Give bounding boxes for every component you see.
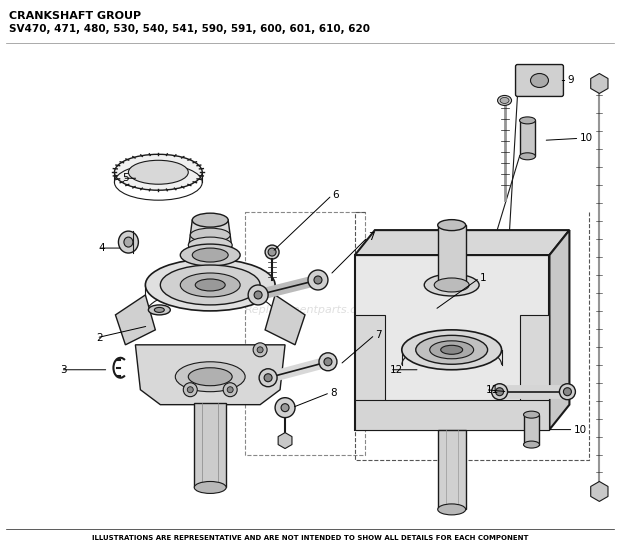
Text: 6: 6 — [332, 190, 339, 200]
Bar — [355, 315, 385, 415]
Ellipse shape — [441, 345, 463, 355]
Ellipse shape — [188, 368, 232, 386]
Bar — [520, 121, 536, 156]
Text: ILLUSTRATIONS ARE REPRESENTATIVE AND ARE NOT INTENDED TO SHOW ALL DETAILS FOR EA: ILLUSTRATIONS ARE REPRESENTATIVE AND ARE… — [92, 535, 528, 541]
Circle shape — [314, 276, 322, 284]
Circle shape — [308, 270, 328, 290]
Ellipse shape — [531, 73, 549, 88]
Ellipse shape — [424, 274, 479, 296]
Ellipse shape — [124, 237, 133, 247]
Circle shape — [248, 285, 268, 305]
Circle shape — [559, 384, 575, 399]
Bar — [438, 225, 466, 285]
Bar — [355, 399, 549, 430]
Ellipse shape — [195, 279, 225, 291]
Text: 12: 12 — [390, 365, 403, 375]
Text: Replacementparts.com: Replacementparts.com — [245, 305, 375, 315]
Ellipse shape — [194, 482, 226, 493]
Ellipse shape — [402, 330, 502, 370]
Bar — [194, 403, 226, 488]
Circle shape — [187, 387, 193, 393]
Ellipse shape — [175, 362, 245, 392]
Polygon shape — [135, 345, 285, 404]
Ellipse shape — [438, 504, 466, 515]
Polygon shape — [265, 295, 305, 345]
Ellipse shape — [118, 231, 138, 253]
Circle shape — [253, 343, 267, 357]
Circle shape — [257, 347, 263, 353]
Text: CRANKSHAFT GROUP: CRANKSHAFT GROUP — [9, 10, 141, 21]
Ellipse shape — [115, 155, 202, 190]
Polygon shape — [115, 295, 156, 345]
Text: 7: 7 — [375, 330, 381, 340]
Circle shape — [281, 404, 289, 412]
Text: 2: 2 — [97, 333, 103, 343]
Ellipse shape — [523, 441, 539, 448]
Polygon shape — [549, 230, 569, 430]
Ellipse shape — [265, 245, 279, 259]
Ellipse shape — [520, 117, 536, 124]
Circle shape — [319, 353, 337, 371]
Ellipse shape — [154, 307, 164, 312]
Ellipse shape — [145, 259, 275, 311]
Polygon shape — [355, 230, 569, 255]
Text: 3: 3 — [61, 365, 67, 375]
Ellipse shape — [438, 220, 466, 231]
Ellipse shape — [520, 153, 536, 160]
Circle shape — [227, 387, 233, 393]
Ellipse shape — [192, 213, 228, 227]
Ellipse shape — [192, 248, 228, 262]
Bar — [523, 415, 539, 444]
Text: SV470, 471, 480, 530, 540, 541, 590, 591, 600, 601, 610, 620: SV470, 471, 480, 530, 540, 541, 590, 591… — [9, 24, 370, 33]
Circle shape — [324, 358, 332, 366]
Text: 9: 9 — [567, 76, 574, 85]
Circle shape — [492, 384, 508, 399]
Ellipse shape — [161, 265, 260, 305]
Ellipse shape — [180, 244, 240, 266]
Ellipse shape — [128, 160, 188, 184]
Circle shape — [254, 291, 262, 299]
Ellipse shape — [523, 411, 539, 418]
Text: 1: 1 — [480, 273, 486, 283]
Circle shape — [564, 388, 572, 396]
Circle shape — [259, 369, 277, 387]
Circle shape — [275, 398, 295, 418]
Polygon shape — [188, 220, 232, 250]
Ellipse shape — [268, 248, 276, 256]
Ellipse shape — [430, 341, 474, 359]
Circle shape — [223, 383, 237, 397]
Ellipse shape — [434, 278, 469, 292]
Text: 10: 10 — [580, 133, 593, 144]
Ellipse shape — [498, 95, 511, 105]
Circle shape — [184, 383, 197, 397]
Circle shape — [495, 388, 503, 396]
Ellipse shape — [188, 237, 232, 253]
Ellipse shape — [500, 98, 509, 104]
Text: 10: 10 — [574, 425, 587, 435]
Bar — [520, 315, 549, 415]
Bar — [438, 430, 466, 510]
Text: 5: 5 — [122, 173, 129, 183]
Polygon shape — [355, 255, 549, 430]
Text: 11: 11 — [485, 385, 499, 395]
Text: 7: 7 — [368, 232, 374, 242]
FancyBboxPatch shape — [516, 65, 564, 96]
Text: 8: 8 — [330, 387, 337, 398]
Ellipse shape — [148, 305, 171, 315]
Ellipse shape — [190, 228, 230, 242]
Text: 4: 4 — [99, 243, 105, 253]
Circle shape — [264, 374, 272, 382]
Ellipse shape — [180, 273, 240, 297]
Ellipse shape — [416, 335, 487, 364]
